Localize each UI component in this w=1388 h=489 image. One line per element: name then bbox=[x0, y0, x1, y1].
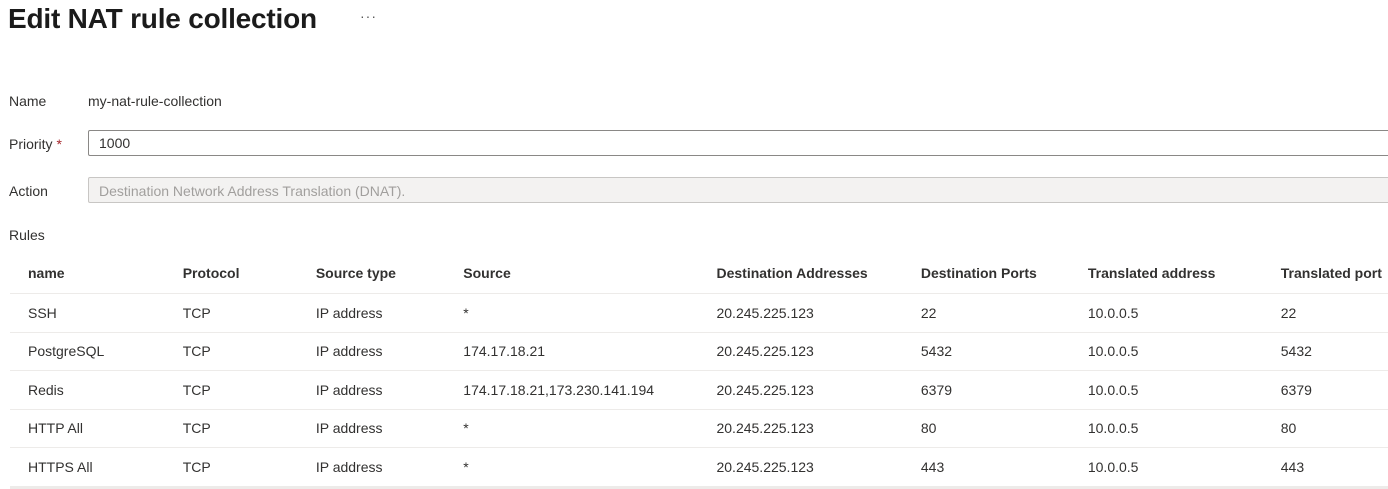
table-cell: TCP bbox=[164, 409, 298, 448]
column-header[interactable]: Destination Addresses bbox=[698, 253, 903, 294]
table-cell: HTTP All bbox=[10, 409, 165, 448]
table-row[interactable]: PostgreSQL TCP IP address 174.17.18.21 20.24… bbox=[10, 332, 1388, 371]
rules-label: Rules bbox=[9, 227, 45, 243]
priority-label-text: Priority bbox=[9, 136, 53, 152]
table-row[interactable]: Redis TCP IP address 174.17.18.21,173.230.1… bbox=[10, 370, 1388, 410]
table-cell: 443 bbox=[1262, 447, 1388, 489]
table-cell: 80 bbox=[1262, 409, 1388, 448]
column-header[interactable]: name bbox=[10, 253, 165, 294]
table-cell: TCP bbox=[164, 293, 298, 333]
table-cell: 80 bbox=[902, 409, 1070, 448]
table-header-row: name Protocol Source type Source Destination… bbox=[10, 253, 1388, 294]
table-cell: 5432 bbox=[1262, 332, 1388, 371]
table-cell: 20.245.225.123 bbox=[698, 332, 903, 371]
table-cell: IP address bbox=[297, 332, 446, 371]
more-options-icon[interactable]: ··· bbox=[360, 8, 377, 24]
table-cell: * bbox=[445, 293, 699, 333]
table-cell: 174.17.18.21,173.230.141.194 bbox=[445, 370, 699, 410]
table-cell: 5432 bbox=[902, 332, 1070, 371]
name-value: my-nat-rule-collection bbox=[88, 93, 222, 109]
table-cell: HTTPS All bbox=[10, 447, 165, 489]
table-cell: 22 bbox=[1262, 293, 1388, 333]
table-cell: 20.245.225.123 bbox=[698, 293, 903, 333]
required-marker: * bbox=[56, 136, 62, 152]
priority-label: Priority * bbox=[9, 136, 62, 152]
table-cell: IP address bbox=[297, 447, 446, 489]
table-cell: IP address bbox=[297, 370, 446, 410]
table-cell: Redis bbox=[10, 370, 165, 410]
name-label: Name bbox=[9, 93, 47, 109]
table-row[interactable]: SSH TCP IP address * 20.245.225.123 22 10.0.0.… bbox=[10, 293, 1388, 333]
table-cell: 443 bbox=[902, 447, 1070, 489]
table-cell: 10.0.0.5 bbox=[1069, 409, 1263, 448]
table-cell: IP address bbox=[297, 293, 446, 333]
table-cell: PostgreSQL bbox=[10, 332, 165, 371]
table-cell: TCP bbox=[164, 370, 298, 410]
action-input: Destination Network Address Translation … bbox=[88, 177, 1388, 203]
table-cell: SSH bbox=[10, 293, 165, 333]
table-cell: 20.245.225.123 bbox=[698, 447, 903, 489]
table-cell: TCP bbox=[164, 447, 298, 489]
priority-input[interactable]: 1000 bbox=[88, 130, 1388, 156]
column-header[interactable]: Source type bbox=[297, 253, 446, 294]
page-title: Edit NAT rule collection bbox=[8, 3, 317, 34]
table-cell: 10.0.0.5 bbox=[1069, 332, 1263, 371]
table-cell: 174.17.18.21 bbox=[445, 332, 699, 371]
table-cell: * bbox=[445, 409, 699, 448]
column-header[interactable]: Translated address bbox=[1069, 253, 1263, 294]
table-cell: TCP bbox=[164, 332, 298, 371]
table-cell: 20.245.225.123 bbox=[698, 409, 903, 448]
table-cell: 20.245.225.123 bbox=[698, 370, 903, 410]
table-cell: 10.0.0.5 bbox=[1069, 293, 1263, 333]
table-cell: 10.0.0.5 bbox=[1069, 447, 1263, 489]
rules-table: name Protocol Source type Source Destination… bbox=[10, 253, 1388, 489]
table-cell: 22 bbox=[902, 293, 1070, 333]
column-header[interactable]: Translated port bbox=[1262, 253, 1388, 294]
column-header[interactable]: Protocol bbox=[164, 253, 298, 294]
table-cell: 6379 bbox=[1262, 370, 1388, 410]
table-cell: 10.0.0.5 bbox=[1069, 370, 1263, 410]
table-cell: * bbox=[445, 447, 699, 489]
column-header[interactable]: Source bbox=[445, 253, 699, 294]
column-header[interactable]: Destination Ports bbox=[902, 253, 1070, 294]
table-row[interactable]: HTTPS All TCP IP address * 20.245.225.123 443… bbox=[10, 447, 1388, 489]
table-row[interactable]: HTTP All TCP IP address * 20.245.225.123 80 10… bbox=[10, 409, 1388, 448]
table-cell: IP address bbox=[297, 409, 446, 448]
action-label: Action bbox=[9, 183, 48, 199]
table-cell: 6379 bbox=[902, 370, 1070, 410]
